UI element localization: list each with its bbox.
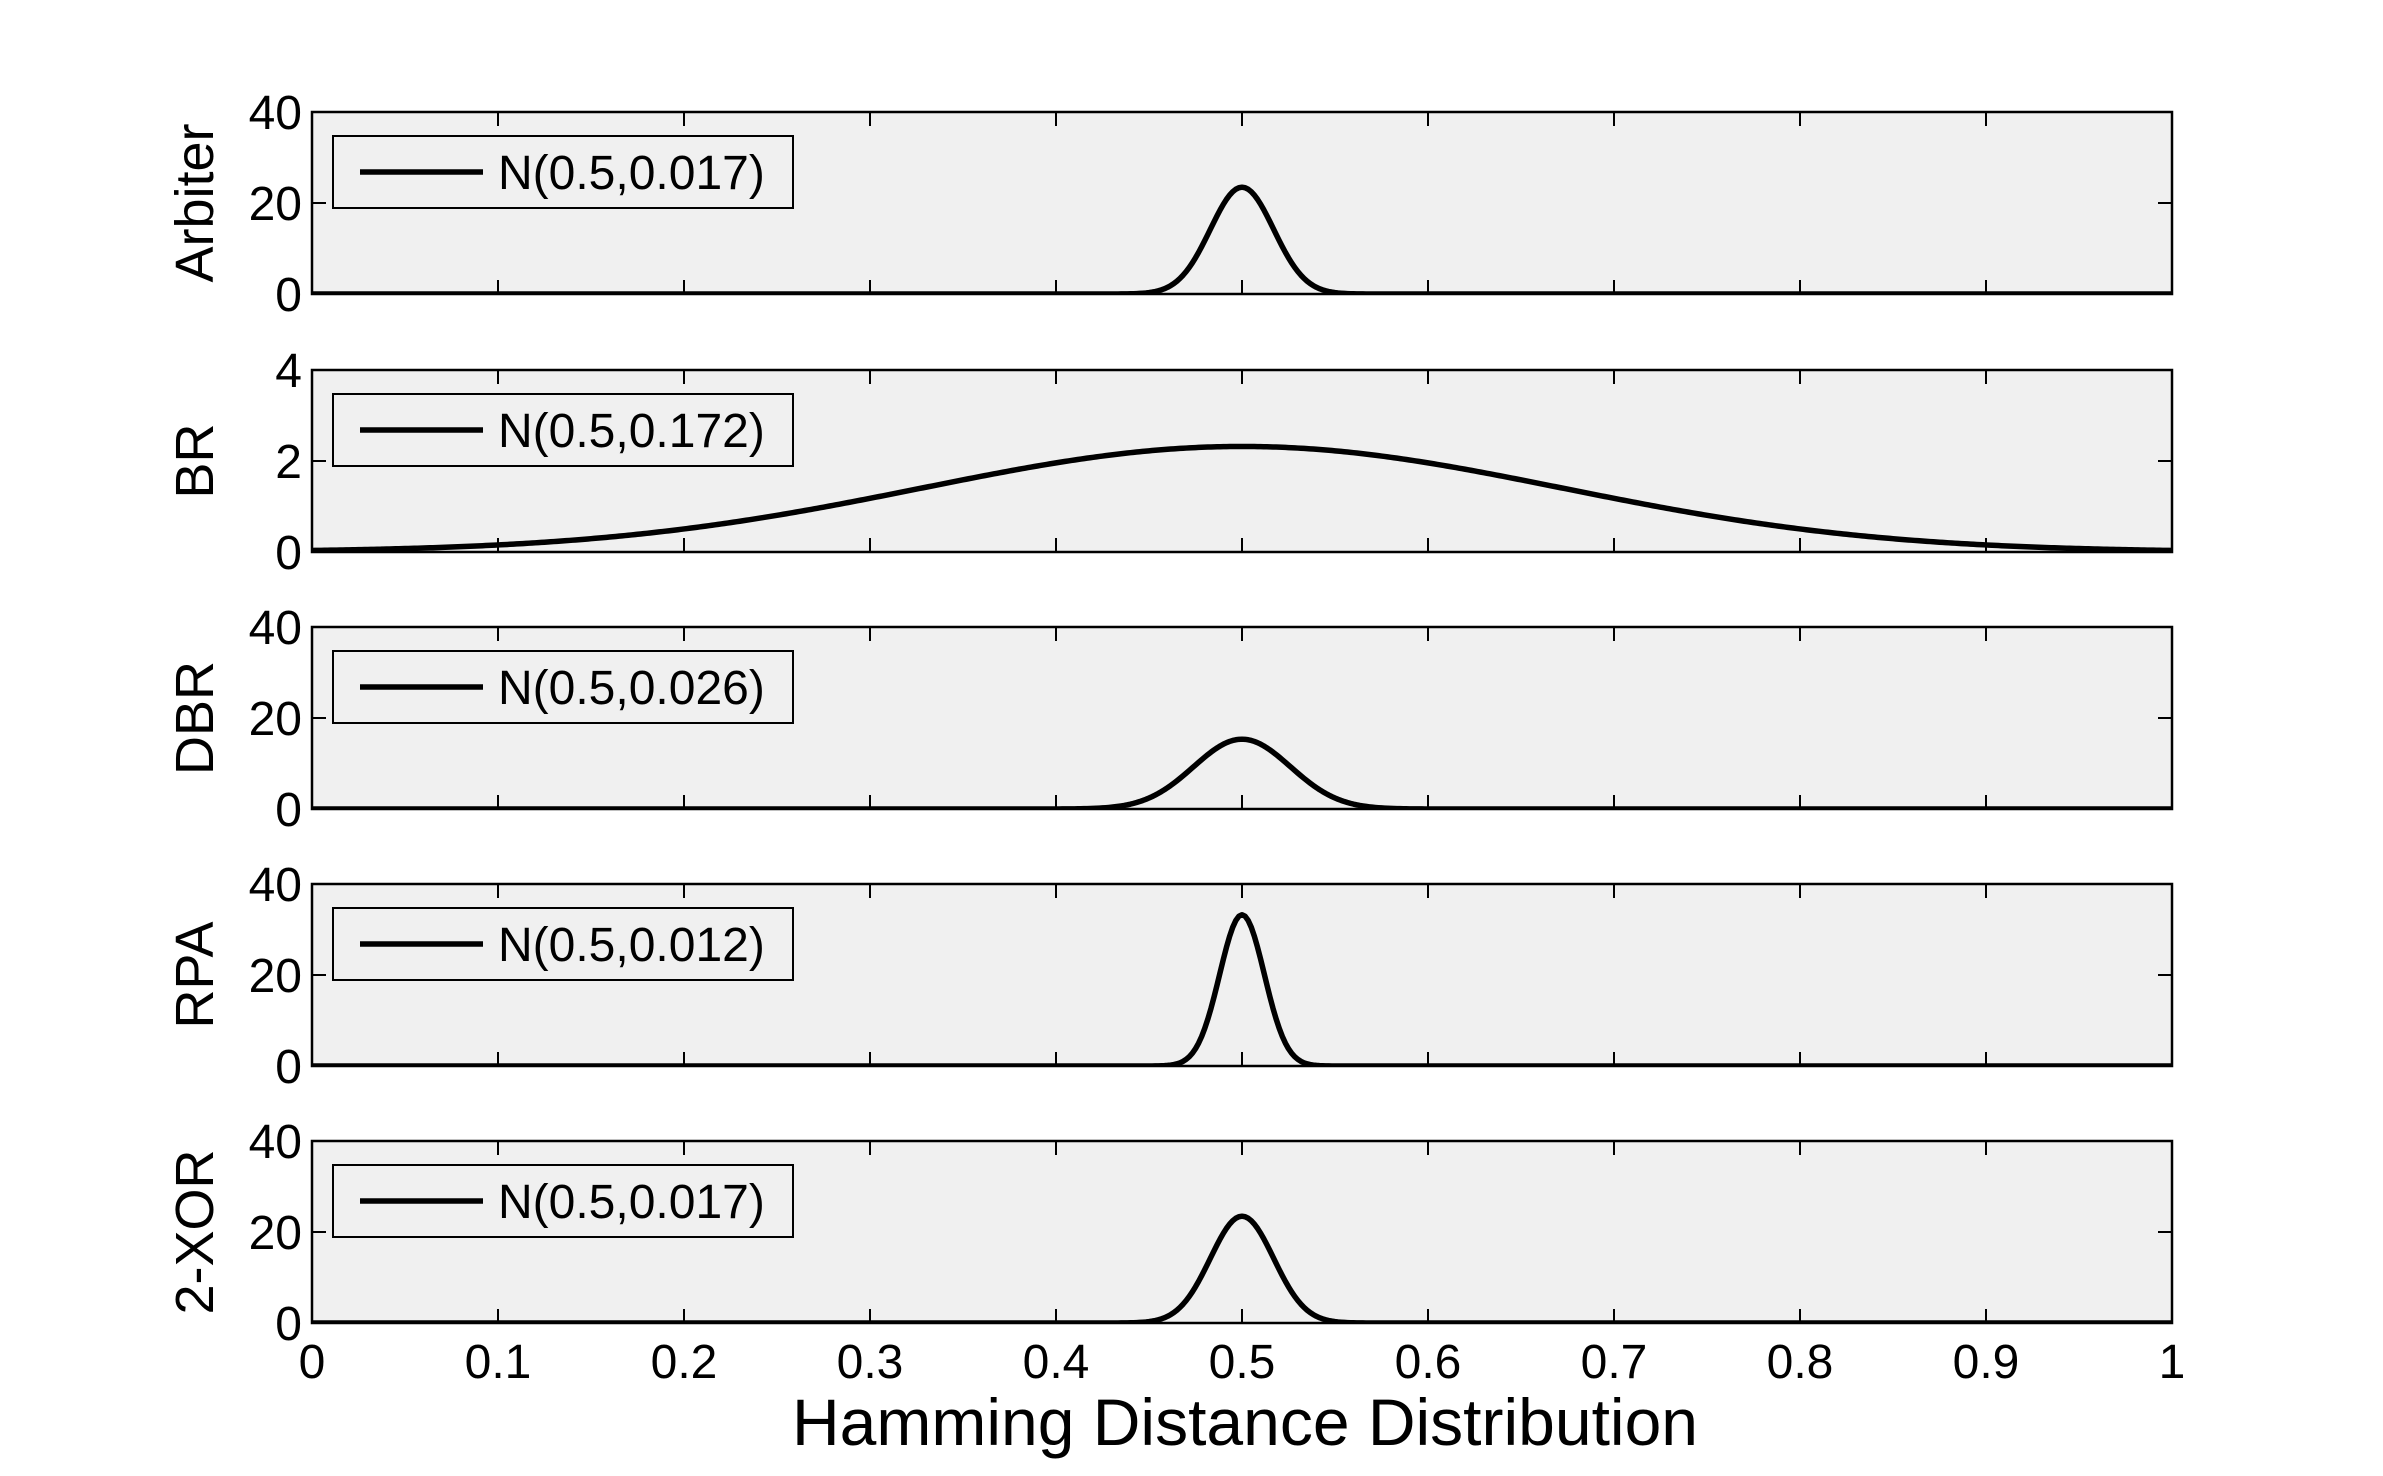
legend: N(0.5,0.017): [332, 135, 794, 209]
legend-entry: N(0.5,0.017): [498, 1176, 765, 1229]
subplot-1: 0 20 40 Arbiter N(0.5,0.017): [165, 87, 2174, 322]
axes-frame: [310, 110, 2174, 296]
x-tick-label: 0.3: [837, 1336, 904, 1389]
legend-entry: N(0.5,0.017): [498, 147, 765, 200]
subplot-3: 0 20 40 DBR N(0.5,0.026): [165, 602, 2174, 837]
y-axis-label: Arbiter: [165, 123, 225, 282]
y-tick-label: 40: [249, 602, 302, 655]
subplots: 0 20 40 Arbiter N(0.5,0.017) 0 2 4 BR N(0.5,0.172…: [165, 87, 2174, 1351]
subplot-2: 0 2 4 BR N(0.5,0.172): [165, 345, 2174, 580]
y-axis-label: DBR: [165, 661, 225, 775]
y-tick-label: 20: [249, 950, 302, 1003]
y-axis-label: BR: [165, 423, 225, 498]
x-tick-label: 0.5: [1209, 1336, 1276, 1389]
y-axis-label: 2-XOR: [165, 1149, 225, 1314]
y-tick-label: 4: [275, 345, 302, 398]
y-tick-label: 20: [249, 1207, 302, 1260]
legend: N(0.5,0.172): [332, 393, 794, 467]
legend-entry: N(0.5,0.026): [498, 662, 765, 715]
legend: N(0.5,0.026): [332, 650, 794, 724]
legend-entry: N(0.5,0.012): [498, 919, 765, 972]
series-line: [312, 184, 2172, 294]
x-tick-label: 0.7: [1581, 1336, 1648, 1389]
legend: N(0.5,0.012): [332, 907, 794, 981]
y-tick-label: 0: [275, 1041, 302, 1094]
y-tick-label: 2: [275, 436, 302, 489]
y-tick-label: 40: [249, 859, 302, 912]
y-tick-label: 40: [249, 1116, 302, 1169]
x-tick-label: 0: [299, 1336, 326, 1389]
axes-frame: [310, 1139, 2174, 1325]
legend: N(0.5,0.017): [332, 1164, 794, 1238]
x-tick-label: 1: [2159, 1336, 2186, 1389]
series-line: [312, 443, 2172, 552]
x-tick-label: 0.9: [1953, 1336, 2020, 1389]
x-axis-label: Hamming Distance Distribution: [792, 1385, 1698, 1459]
legend-entry: N(0.5,0.172): [498, 405, 765, 458]
series-line: [312, 736, 2172, 809]
axes-frame: [310, 368, 2174, 554]
y-tick-label: 0: [275, 1298, 302, 1351]
x-tick-label: 0.4: [1023, 1336, 1090, 1389]
x-tick-label: 0.6: [1395, 1336, 1462, 1389]
y-tick-label: 0: [275, 527, 302, 580]
x-tick-label: 0.8: [1767, 1336, 1834, 1389]
axes-frame: [310, 882, 2174, 1068]
y-tick-label: 20: [249, 693, 302, 746]
axes-frame: [310, 625, 2174, 811]
series-line: [312, 911, 2172, 1066]
y-axis-label: RPA: [165, 921, 225, 1028]
x-tick-label: 0.2: [651, 1336, 718, 1389]
subplot-4: 0 20 40 RPA N(0.5,0.012): [165, 859, 2174, 1094]
y-tick-label: 0: [275, 784, 302, 837]
series-line: [312, 1213, 2172, 1323]
y-tick-label: 20: [249, 178, 302, 231]
x-tick-label: 0.1: [465, 1336, 532, 1389]
y-tick-label: 0: [275, 269, 302, 322]
y-tick-label: 40: [249, 87, 302, 140]
shared-x-axis: 0 0.1 0.2 0.3 0.4 0.5 0.6 0.7 0.8 0.9 1: [299, 1336, 2186, 1389]
subplot-5: 0 20 40 2-XOR N(0.5,0.017): [165, 1116, 2174, 1351]
